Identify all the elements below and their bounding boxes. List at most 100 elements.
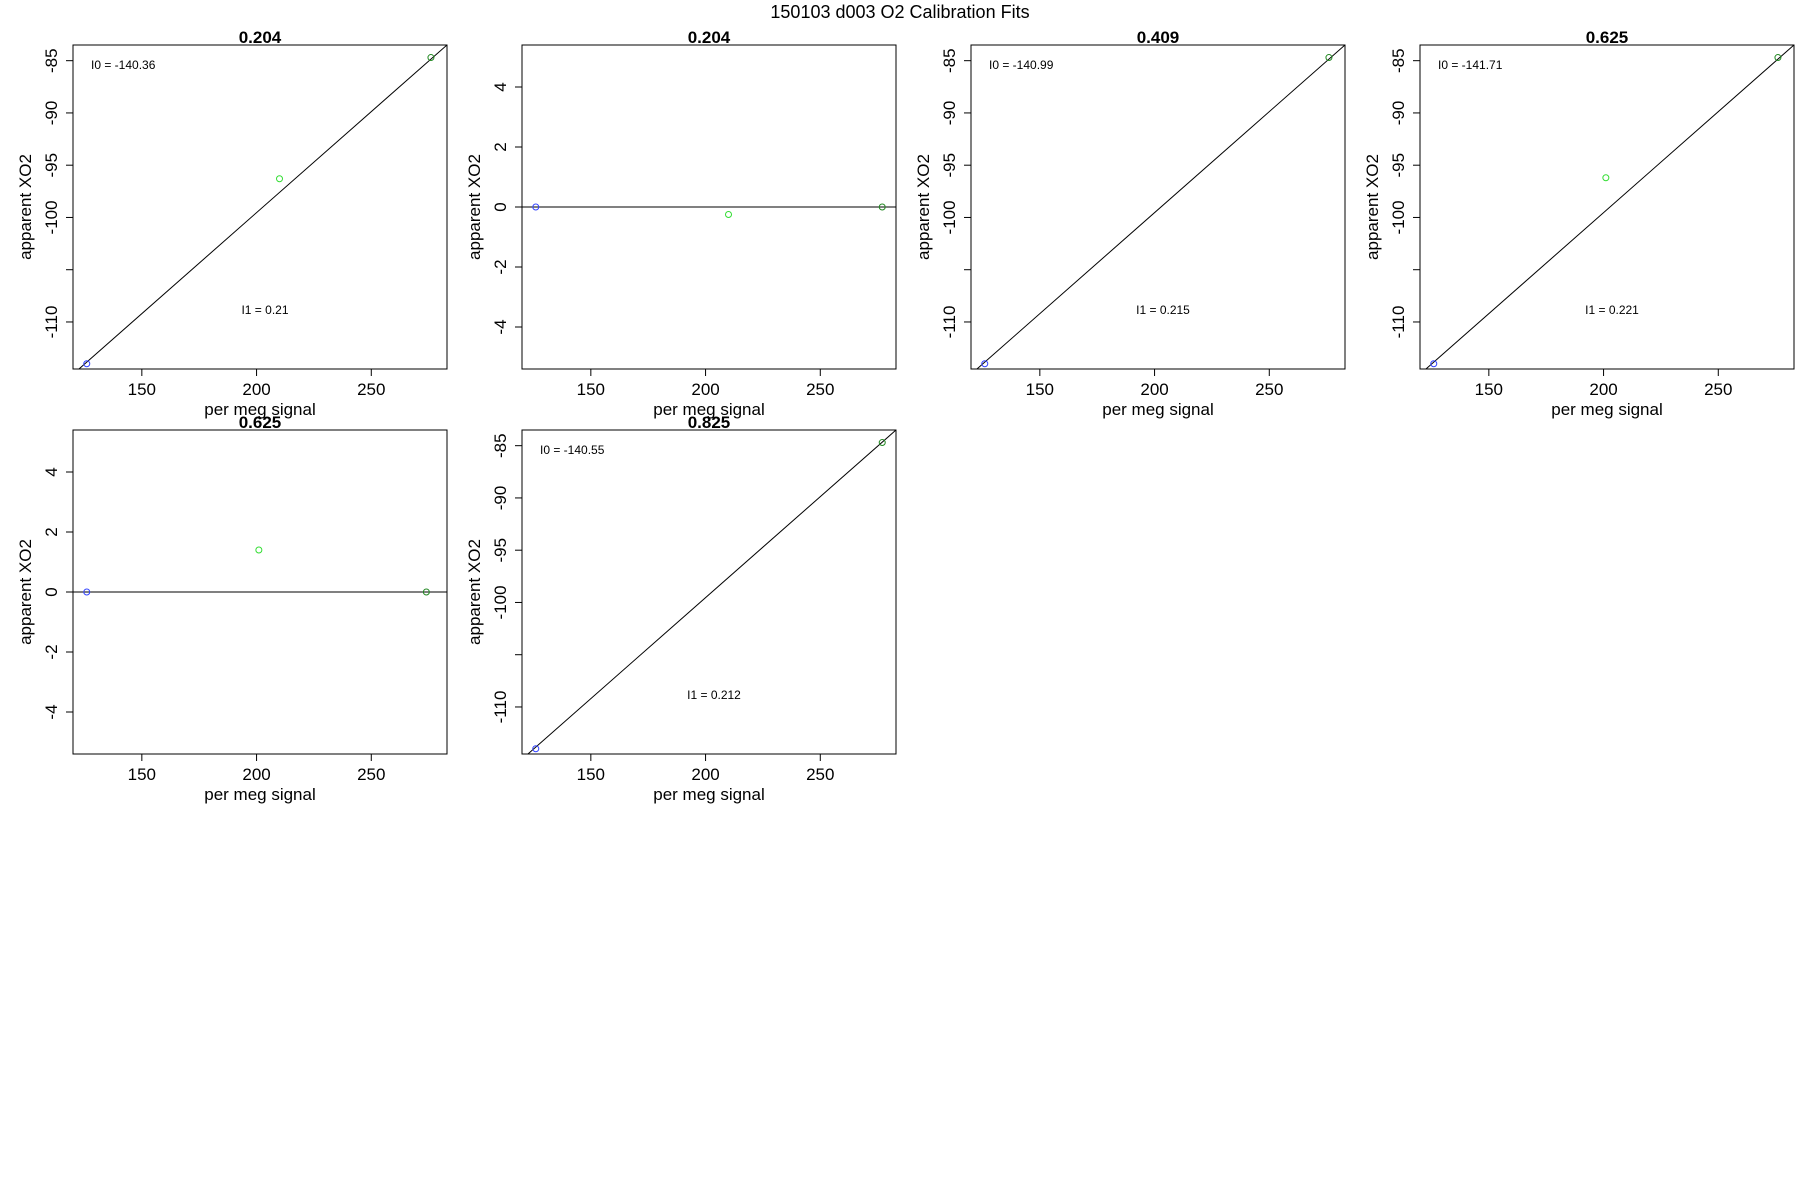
y-tick-label: -95 [491, 538, 510, 563]
plot-frame [970, 44, 1346, 370]
panel-4: 0.625 150 200 250 per meg signal -85 -90 -95 -10… [1363, 28, 1795, 419]
x-axis-label: per meg signal [653, 400, 765, 419]
data-point [83, 360, 91, 368]
y-tick-label: -2 [42, 644, 61, 659]
y-tick-label: -95 [42, 153, 61, 178]
y-tick-label: 4 [42, 467, 61, 476]
panel-3: 0.409 150 200 250 per meg signal -85 -90 -95 -10… [914, 28, 1346, 419]
data-point [532, 203, 540, 211]
data-point [878, 203, 886, 211]
y-tick-label: -85 [42, 48, 61, 73]
y-tick-label: 2 [491, 142, 510, 151]
data-point [1602, 174, 1610, 182]
y-tick-label: -85 [1389, 48, 1408, 73]
y-tick-label: -110 [1389, 306, 1408, 339]
x-tick-label: 150 [577, 765, 605, 784]
intercept-annotation: I0 = -140.99 [989, 58, 1054, 72]
y-tick-label: -100 [491, 585, 510, 619]
slope-annotation: I1 = 0.21 [241, 303, 288, 317]
y-tick-label: -110 [491, 691, 510, 724]
x-axis-label: per meg signal [1102, 400, 1214, 419]
data-point [427, 54, 435, 62]
x-tick-label: 150 [1026, 380, 1054, 399]
y-tick-label: -110 [940, 306, 959, 339]
slope-annotation: I1 = 0.215 [1136, 303, 1190, 317]
intercept-annotation: I0 = -140.36 [91, 58, 156, 72]
y-tick-label: -100 [940, 200, 959, 234]
panel-1: 0.204 150 200 250 per meg signal -85 -90 -95 -10… [16, 28, 448, 419]
x-tick-label: 200 [242, 765, 270, 784]
panel-6: 0.825 150 200 250 per meg signal -85 -90 -95 -10… [465, 413, 897, 804]
y-axis-label: apparent XO2 [16, 539, 35, 645]
fit-line [78, 45, 447, 369]
x-tick-label: 250 [357, 765, 385, 784]
panel-title: 0.204 [239, 28, 282, 47]
panel-title: 0.204 [688, 28, 731, 47]
intercept-annotation: I0 = -140.55 [540, 443, 605, 457]
panel-title: 0.825 [688, 413, 731, 432]
y-axis-label: apparent XO2 [16, 154, 35, 260]
panel-5: 0.625 150 200 250 per meg signal 4 2 0 -2 -4 appar… [16, 413, 448, 804]
y-tick-label: -85 [491, 433, 510, 458]
plot-frame [72, 44, 448, 370]
y-tick-label: -90 [940, 101, 959, 126]
panel-title: 0.625 [239, 413, 282, 432]
x-tick-label: 200 [1589, 380, 1617, 399]
data-point [255, 546, 263, 554]
data-point [532, 745, 540, 753]
data-point [422, 588, 430, 596]
x-tick-label: 250 [806, 765, 834, 784]
x-tick-label: 150 [577, 380, 605, 399]
x-axis-label: per meg signal [204, 400, 316, 419]
data-point [878, 439, 886, 447]
plot-frame [1419, 44, 1795, 370]
x-tick-label: 150 [128, 380, 156, 399]
y-tick-label: -95 [1389, 153, 1408, 178]
panel-2: 0.204 150 200 250 per meg signal 4 2 0 -2 -4 appar… [465, 28, 897, 419]
panels-container: 0.204 150 200 250 per meg signal -85 -90 -95 -10… [16, 28, 1795, 804]
slope-annotation: I1 = 0.212 [687, 688, 741, 702]
x-tick-label: 200 [691, 765, 719, 784]
x-tick-label: 250 [357, 380, 385, 399]
panel-title: 0.625 [1586, 28, 1629, 47]
data-point [1774, 54, 1782, 62]
y-tick-label: -90 [1389, 101, 1408, 126]
y-tick-label: -4 [42, 704, 61, 719]
x-tick-label: 200 [691, 380, 719, 399]
x-tick-label: 200 [242, 380, 270, 399]
y-axis-label: apparent XO2 [465, 539, 484, 645]
y-tick-label: 0 [491, 202, 510, 211]
y-tick-label: -90 [491, 486, 510, 511]
data-point [725, 211, 733, 218]
x-tick-label: 250 [1704, 380, 1732, 399]
fit-line [976, 45, 1345, 369]
y-axis-label: apparent XO2 [465, 154, 484, 260]
x-tick-label: 150 [128, 765, 156, 784]
y-axis-label: apparent XO2 [1363, 154, 1382, 260]
x-axis-label: per meg signal [1551, 400, 1663, 419]
x-axis-label: per meg signal [204, 785, 316, 804]
y-tick-label: -4 [491, 319, 510, 334]
slope-annotation: I1 = 0.221 [1585, 303, 1639, 317]
data-point [83, 588, 91, 596]
figure-title: 150103 d003 O2 Calibration Fits [770, 2, 1029, 22]
y-tick-label: -110 [42, 306, 61, 339]
x-tick-label: 250 [1255, 380, 1283, 399]
fit-line [1425, 45, 1794, 369]
y-tick-label: -100 [1389, 200, 1408, 234]
fit-line [527, 430, 896, 754]
data-point [1430, 360, 1438, 368]
y-tick-label: -100 [42, 200, 61, 234]
x-tick-label: 200 [1140, 380, 1168, 399]
data-point [276, 175, 284, 183]
y-axis-label: apparent XO2 [914, 154, 933, 260]
y-tick-label: -90 [42, 101, 61, 126]
x-tick-label: 150 [1475, 380, 1503, 399]
x-axis-label: per meg signal [653, 785, 765, 804]
data-point [1325, 54, 1333, 62]
y-tick-label: 2 [42, 527, 61, 536]
panel-title: 0.409 [1137, 28, 1180, 47]
y-tick-label: -95 [940, 153, 959, 178]
plot-frame [521, 429, 897, 755]
y-tick-label: 4 [491, 82, 510, 91]
